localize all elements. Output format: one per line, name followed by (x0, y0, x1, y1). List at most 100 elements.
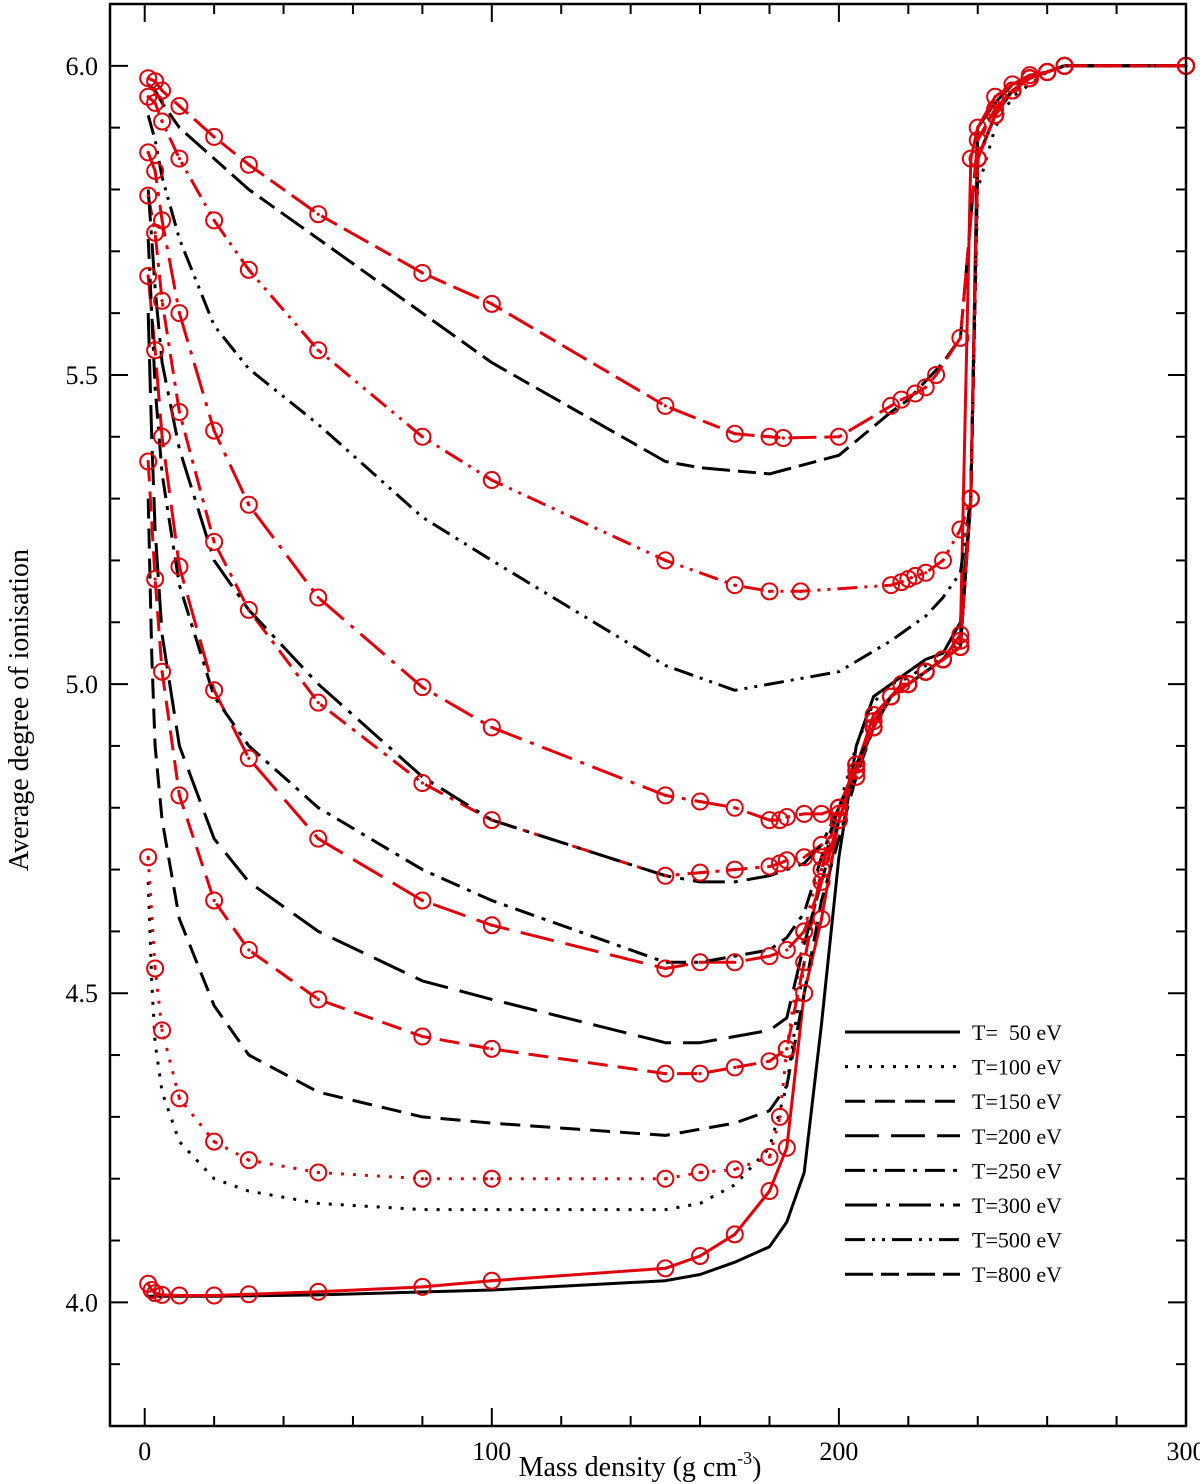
legend-label: T= 50 eV (972, 1020, 1062, 1045)
data-point-dot (177, 1293, 182, 1298)
data-point-marker (153, 1021, 172, 1040)
data-point-dot (819, 867, 824, 872)
data-point-marker (760, 1182, 779, 1201)
series-line (146, 64, 1186, 964)
data-point-marker (656, 866, 675, 885)
data-point-marker (205, 421, 224, 440)
data-point-marker (205, 681, 224, 700)
data-point-dot (316, 595, 320, 600)
data-point-dot (767, 954, 772, 958)
data-point-marker (170, 149, 189, 168)
data-point-dot (993, 95, 997, 99)
data-point-dot (212, 135, 216, 139)
data-point-marker (760, 857, 779, 876)
data-point-marker (239, 155, 258, 174)
data-point-marker (777, 940, 796, 959)
x-axis-title-text: Mass density (g cm (519, 1452, 738, 1483)
data-point-dot (924, 571, 928, 575)
data-point-marker (309, 341, 328, 360)
data-point-dot (316, 837, 320, 841)
data-point-dot (976, 156, 980, 161)
data-point-dot (872, 725, 876, 729)
data-point-marker (795, 804, 814, 823)
data-point-dot (778, 1115, 782, 1119)
legend: T= 50 eV T=100 eV T=150 eV T=200 eV T=250 eV… (845, 1020, 1062, 1287)
legend-label: T=500 eV (972, 1228, 1062, 1253)
data-point-dot (733, 1065, 737, 1070)
data-point-dot (1028, 73, 1032, 77)
series-line (148, 64, 1186, 1298)
data-point-dot (785, 858, 789, 862)
data-point-marker (656, 1064, 675, 1083)
data-point-marker (777, 1138, 796, 1157)
data-point-marker (146, 959, 165, 978)
data-point-marker (864, 706, 883, 724)
data-point-dot (316, 348, 320, 352)
data-point-dot (420, 898, 424, 903)
x-tick-label: 0 (138, 1437, 151, 1466)
data-point-marker (309, 829, 328, 848)
data-point-marker (205, 1286, 224, 1305)
data-point-dot (247, 503, 251, 507)
data-point-marker (847, 767, 866, 786)
data-point-dot (247, 1292, 251, 1296)
data-point-dot (153, 169, 157, 173)
data-point-dot (1028, 76, 1032, 80)
data-point-marker (153, 81, 172, 100)
data-point-dot (889, 583, 893, 587)
data-point-dot (819, 880, 824, 884)
x-axis-title-close: ) (752, 1452, 761, 1483)
series-line (146, 64, 1186, 692)
data-point-dot (924, 385, 928, 389)
data-point-dot (698, 960, 702, 964)
data-point-dot (889, 404, 893, 408)
data-point-dot (854, 762, 858, 767)
series-line (146, 64, 1186, 884)
data-point-dot (802, 855, 806, 859)
data-point-marker (170, 557, 189, 576)
data-point-dot (934, 373, 938, 377)
data-point-marker (760, 1148, 779, 1167)
data-point-marker (1020, 69, 1039, 88)
data-point-dot (733, 1167, 737, 1172)
series-line (146, 64, 1186, 970)
data-point-dot (899, 398, 903, 402)
data-point-marker (986, 100, 1005, 119)
x-tick-label: 100 (472, 1437, 511, 1466)
axis-ticks (110, 3, 1187, 1426)
data-point-marker (812, 910, 831, 929)
data-point-marker (205, 127, 224, 146)
legend-label: T=150 eV (972, 1089, 1062, 1114)
data-point-dot (733, 1232, 737, 1236)
data-point-dot (146, 855, 150, 859)
data-point-marker (205, 891, 224, 910)
data-point-dot (160, 299, 164, 303)
data-point-dot (316, 997, 320, 1002)
series-line (146, 64, 1186, 1181)
plot-frame (108, 2, 1188, 1428)
data-point-marker (239, 1151, 258, 1170)
data-point-dot (212, 1140, 216, 1144)
data-point-dot (767, 1189, 772, 1193)
data-point-dot (781, 436, 785, 440)
data-point-marker (691, 1163, 710, 1182)
data-point-marker (691, 953, 710, 972)
data-point-marker (725, 576, 744, 595)
data-point-dot (212, 218, 216, 222)
data-point-marker (760, 947, 779, 966)
series-line (146, 64, 1186, 1137)
data-point-marker (916, 378, 935, 397)
data-point-dot (941, 657, 945, 661)
data-point-dot (153, 348, 157, 352)
data-point-dot (146, 150, 150, 154)
data-point-marker (309, 1163, 328, 1182)
data-point-dot (698, 871, 702, 875)
data-point-dot (150, 1288, 154, 1292)
y-tick-label: 5.5 (66, 361, 99, 390)
data-point-dot (785, 815, 789, 819)
data-point-dot (906, 682, 910, 686)
data-point-marker (482, 916, 501, 935)
data-point-marker (916, 563, 935, 582)
data-point-marker (205, 1132, 224, 1151)
data-point-dot (420, 1034, 424, 1039)
